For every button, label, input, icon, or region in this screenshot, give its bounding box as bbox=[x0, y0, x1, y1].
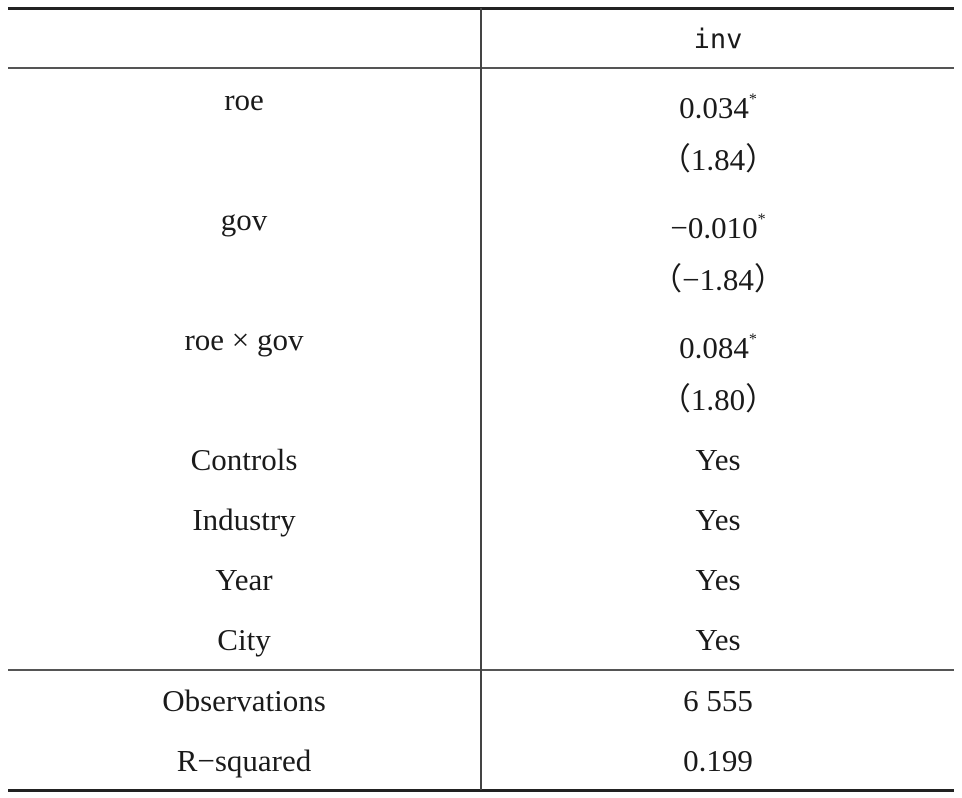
row-label: gov bbox=[220, 202, 268, 237]
row-label: roe bbox=[224, 82, 264, 117]
row-value: Yes bbox=[482, 430, 954, 490]
row-value: 0.084* bbox=[482, 310, 954, 370]
row-value: （−1.84） bbox=[482, 250, 954, 310]
row-value: 0.199 bbox=[482, 731, 954, 791]
bottom-rule bbox=[8, 789, 954, 792]
row-label: Industry bbox=[192, 502, 296, 537]
row-value: （1.84） bbox=[482, 130, 954, 190]
column-divider bbox=[480, 8, 482, 790]
value-text: Yes bbox=[695, 622, 741, 657]
row-value: 0.034* bbox=[482, 70, 954, 130]
value-text: （1.84） bbox=[659, 142, 777, 177]
column-header: inv bbox=[693, 24, 743, 55]
value-text: 6 555 bbox=[683, 683, 753, 718]
value-text: Yes bbox=[695, 502, 741, 537]
row-value: Yes bbox=[482, 550, 954, 610]
significance-mark: * bbox=[748, 91, 757, 108]
row-value: Yes bbox=[482, 490, 954, 550]
value-text: −0.010 bbox=[670, 210, 758, 245]
value-text: 0.034 bbox=[679, 90, 749, 125]
row-label: roe × gov bbox=[184, 322, 304, 357]
significance-mark: * bbox=[748, 331, 757, 348]
row-label: City bbox=[217, 622, 271, 657]
row-label: R−squared bbox=[176, 743, 312, 778]
significance-mark: * bbox=[757, 211, 766, 228]
value-text: Yes bbox=[695, 442, 741, 477]
row-value: 6 555 bbox=[482, 671, 954, 731]
row-label: Year bbox=[215, 562, 273, 597]
row-label: Observations bbox=[162, 683, 326, 718]
value-text: （−1.84） bbox=[651, 262, 785, 297]
value-text: （1.80） bbox=[659, 382, 777, 417]
value-text: 0.199 bbox=[683, 743, 753, 778]
value-text: Yes bbox=[695, 562, 741, 597]
row-label: Controls bbox=[190, 442, 298, 477]
value-text: 0.084 bbox=[679, 330, 749, 365]
row-value: （1.80） bbox=[482, 370, 954, 430]
row-value: Yes bbox=[482, 610, 954, 670]
row-value: −0.010* bbox=[482, 190, 954, 250]
